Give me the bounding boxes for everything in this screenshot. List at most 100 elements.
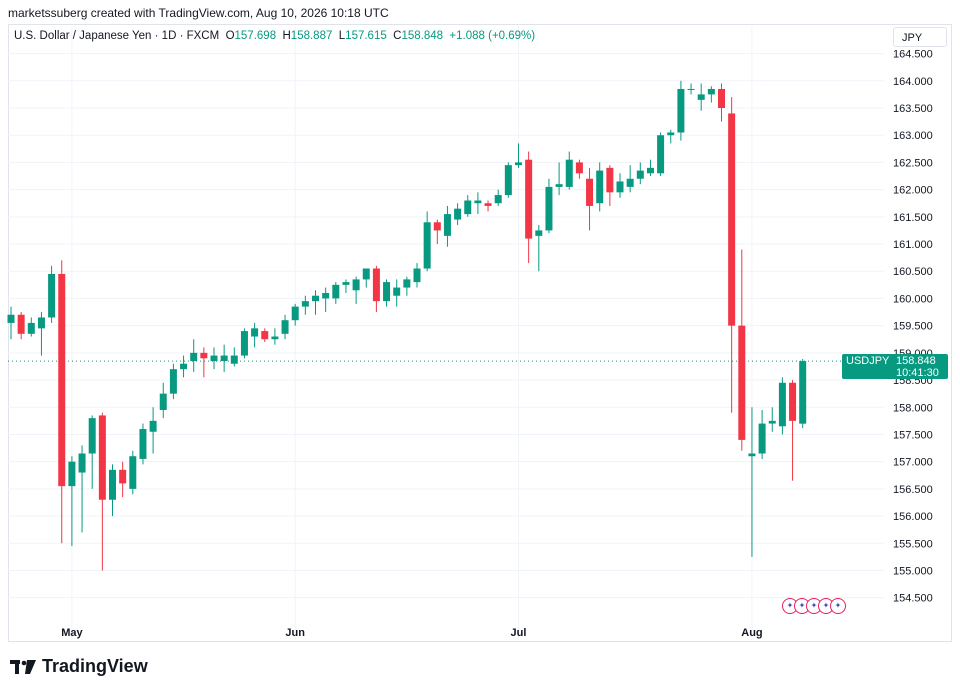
candle-body xyxy=(433,222,441,231)
candle-body xyxy=(454,208,462,220)
high-value: 158.887 xyxy=(290,30,333,42)
candle-body xyxy=(312,295,319,302)
y-tick-label: 155.000 xyxy=(893,565,933,577)
x-tick-label: Aug xyxy=(741,627,762,639)
candle-body xyxy=(575,162,583,174)
candle-body xyxy=(484,203,492,206)
candle-body xyxy=(565,159,573,187)
brand-name: TradingView xyxy=(42,656,148,676)
candle-body xyxy=(109,469,116,500)
high-label: H xyxy=(282,30,291,42)
candle-body xyxy=(525,159,533,239)
candle-body xyxy=(474,200,482,204)
candle-body xyxy=(159,393,167,410)
candle-body xyxy=(687,88,695,90)
currency-button[interactable]: JPY xyxy=(893,27,947,47)
y-tick-label: 156.000 xyxy=(893,511,933,523)
candle-body xyxy=(728,113,736,326)
candle-body xyxy=(240,331,248,356)
candle-body xyxy=(230,355,238,364)
candle-body xyxy=(697,94,705,100)
x-tick-label: May xyxy=(61,627,83,639)
candle-body xyxy=(291,306,299,321)
candle-body xyxy=(383,282,391,302)
chart-pane[interactable] xyxy=(8,24,952,642)
candle-body xyxy=(281,320,289,334)
y-tick-label: 161.500 xyxy=(893,212,933,224)
candle-body xyxy=(68,461,76,487)
candle-body xyxy=(7,314,15,323)
candle-body xyxy=(646,167,654,174)
candle-body xyxy=(48,273,56,318)
change-value: +1.088 (+0.69%) xyxy=(449,30,536,42)
y-tick-label: 161.000 xyxy=(893,239,933,251)
candle-body xyxy=(515,162,522,166)
candle-body xyxy=(301,301,309,307)
candle-body xyxy=(129,456,137,489)
candle-body xyxy=(119,469,127,484)
candle-body xyxy=(636,170,644,179)
candle-body xyxy=(504,165,512,196)
candle-body xyxy=(200,352,208,359)
open-value: 157.698 xyxy=(234,30,277,42)
last-price-tag: USDJPY 158.848 10:41:30 xyxy=(842,354,948,380)
candle-body xyxy=(322,292,330,299)
y-tick-label: 164.500 xyxy=(893,49,933,61)
y-tick-label: 162.000 xyxy=(893,185,933,197)
candle-body xyxy=(372,268,380,302)
candle-body xyxy=(768,420,776,424)
candle-body xyxy=(342,282,350,285)
economic-events[interactable]: ✦ ✦ ✦ ✦ ✦ xyxy=(782,598,846,614)
open-label: O xyxy=(225,30,235,42)
candle-body xyxy=(180,363,188,370)
candle-body xyxy=(37,317,45,329)
candle-body xyxy=(626,178,634,187)
candle-body xyxy=(555,184,563,187)
candle-body xyxy=(606,167,614,193)
candle-body xyxy=(494,195,502,204)
candle-body xyxy=(535,230,543,236)
candle-body xyxy=(220,355,228,362)
price-tag-countdown: 10:41:30 xyxy=(896,367,939,380)
candle-body xyxy=(332,284,340,299)
candle-body xyxy=(413,268,421,283)
candle-body xyxy=(352,279,360,291)
candle-body xyxy=(707,88,715,95)
y-tick-label: 157.000 xyxy=(893,457,933,469)
candle-body xyxy=(78,453,86,473)
candle-body xyxy=(464,200,472,215)
close-label: C xyxy=(393,30,402,42)
candle-body xyxy=(799,361,807,424)
candle-body xyxy=(778,382,786,427)
candle-body xyxy=(58,273,66,487)
candle-body xyxy=(251,328,259,337)
candle-body xyxy=(88,418,96,454)
y-tick-label: 164.000 xyxy=(893,76,933,88)
tradingview-logo: TradingView xyxy=(10,656,148,677)
candle-body xyxy=(758,423,766,454)
candle-body xyxy=(718,88,725,109)
candle-body xyxy=(98,415,106,500)
chart-credit-header: marketssuberg created with TradingView.c… xyxy=(8,6,389,20)
candle-body xyxy=(596,170,604,204)
candle-body xyxy=(657,135,665,174)
y-tick-label: 154.500 xyxy=(893,593,933,605)
y-tick-label: 155.500 xyxy=(893,538,933,550)
candle-body xyxy=(149,420,157,432)
us-flag-icon[interactable]: ✦ xyxy=(830,598,846,614)
candle-body xyxy=(210,355,218,362)
candle-body xyxy=(748,453,756,457)
price-tag-price: 158.848 xyxy=(896,355,936,368)
y-tick-label: 159.500 xyxy=(893,321,933,333)
y-tick-label: 160.000 xyxy=(893,293,933,305)
x-tick-label: Jul xyxy=(511,627,527,639)
y-tick-label: 156.500 xyxy=(893,484,933,496)
candle-body xyxy=(586,178,594,206)
candle-body xyxy=(169,369,177,394)
low-label: L xyxy=(338,30,346,42)
candle-body xyxy=(789,382,797,421)
candle-body xyxy=(677,88,685,133)
y-tick-label: 163.000 xyxy=(893,130,933,142)
low-value: 157.615 xyxy=(345,30,387,42)
